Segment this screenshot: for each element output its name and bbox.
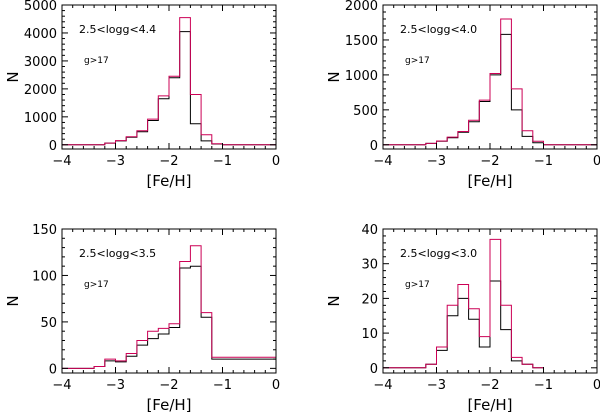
x-tick-label: −4 <box>52 378 71 393</box>
x-tick-label: −4 <box>52 154 71 169</box>
y-tick-label: 500 <box>353 104 378 119</box>
y-tick-label: 1500 <box>345 34 378 49</box>
histogram-red <box>383 238 544 369</box>
panel-2: −4 −3 −2 −1 0 0 500 1000 1500 2000 [Fe/H] N 2.5<logg… <box>325 0 600 190</box>
x-axis-label: [Fe/H] <box>146 396 191 414</box>
y-tick-label: 0 <box>370 362 378 377</box>
y-tick-label: 10 <box>361 327 378 342</box>
magnitude-cut-annotation: g>17 <box>84 280 109 290</box>
magnitude-cut-annotation: g>17 <box>405 56 430 66</box>
logg-range-annotation: 2.5<logg<3.5 <box>79 247 156 260</box>
histogram-red <box>62 17 276 146</box>
y-tick-label: 0 <box>370 139 378 154</box>
x-tick-label: −2 <box>480 154 499 169</box>
histogram-red <box>62 245 277 369</box>
y-tick-label: 100 <box>32 269 57 284</box>
x-tick-label: −1 <box>534 154 553 169</box>
y-tick-label: 3000 <box>24 55 57 70</box>
y-tick-label: 20 <box>361 292 378 307</box>
magnitude-cut-annotation: g>17 <box>405 280 430 290</box>
magnitude-cut-annotation: g>17 <box>84 56 109 66</box>
x-tick-label: −2 <box>159 154 178 169</box>
histogram-red <box>383 18 597 146</box>
y-tick-label: 2000 <box>24 83 57 98</box>
y-axis-label: N <box>4 295 22 306</box>
y-tick-label: 4000 <box>24 27 57 42</box>
x-tick-label: −4 <box>373 154 392 169</box>
x-tick-label: −1 <box>213 378 232 393</box>
y-axis-label: N <box>4 71 22 82</box>
y-tick-label: 1000 <box>345 69 378 84</box>
x-tick-label: −3 <box>106 154 125 169</box>
x-tick-label: −3 <box>427 378 446 393</box>
x-axis-label: [Fe/H] <box>146 172 191 190</box>
y-tick-label: 30 <box>361 258 378 273</box>
y-tick-label: 1000 <box>24 111 57 126</box>
y-tick-label: 2000 <box>345 0 378 14</box>
panel-4: −4 −3 −2 −1 0 0 10 20 30 40 [Fe/H] N 2.5<logg<3.0 g>1… <box>325 223 600 414</box>
logg-range-annotation: 2.5<logg<4.4 <box>79 23 156 36</box>
logg-range-annotation: 2.5<logg<4.0 <box>400 23 477 36</box>
x-tick-label: −3 <box>106 378 125 393</box>
x-tick-label: −2 <box>159 378 178 393</box>
logg-range-annotation: 2.5<logg<3.0 <box>400 247 477 260</box>
x-tick-label: −1 <box>534 378 553 393</box>
y-tick-label: 5000 <box>24 0 57 14</box>
y-axis-label: N <box>325 295 343 306</box>
panel-1: −4 −3 −2 −1 0 0 1000 2000 3000 4000 5000 [Fe/H] N 2.5… <box>4 0 280 190</box>
x-tick-label: −3 <box>427 154 446 169</box>
x-tick-label: −4 <box>373 378 392 393</box>
x-tick-label: 0 <box>272 154 280 169</box>
y-tick-label: 0 <box>49 362 57 377</box>
y-tick-label: 0 <box>49 139 57 154</box>
x-tick-label: 0 <box>593 154 600 169</box>
y-tick-label: 150 <box>32 223 57 238</box>
x-tick-label: 0 <box>272 378 280 393</box>
y-tick-label: 40 <box>361 223 378 238</box>
x-axis-label: [Fe/H] <box>467 396 512 414</box>
histogram-black <box>383 280 544 369</box>
y-axis-label: N <box>325 71 343 82</box>
panel-3: −4 −3 −2 −1 0 0 50 100 150 [Fe/H] N 2.5<logg<3.5 g>1… <box>4 223 280 414</box>
x-tick-label: −2 <box>480 378 499 393</box>
x-tick-label: 0 <box>593 378 600 393</box>
y-tick-label: 50 <box>40 316 57 331</box>
x-tick-label: −1 <box>213 154 232 169</box>
x-axis-label: [Fe/H] <box>467 172 512 190</box>
